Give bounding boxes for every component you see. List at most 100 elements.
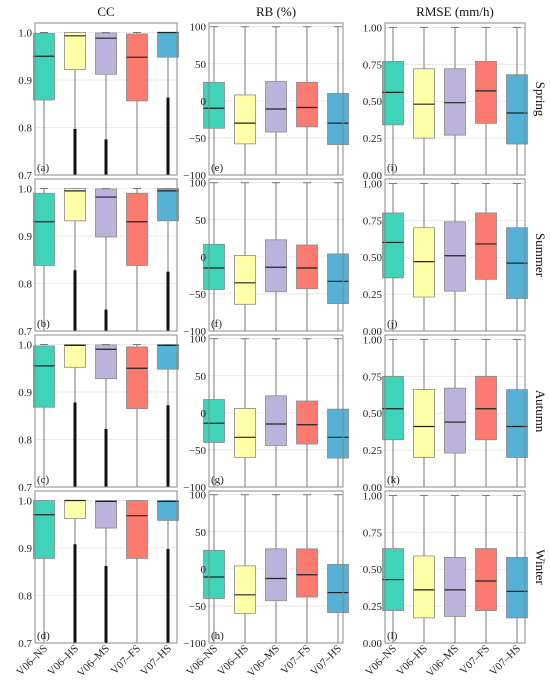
y-tick-label: 0.50: [363, 564, 383, 576]
panel-frame: [34, 334, 178, 488]
box-1: [203, 399, 225, 443]
panel-label: (k): [387, 474, 400, 486]
panel-e: [203, 22, 349, 176]
box-3: [265, 548, 287, 602]
box-3: [95, 344, 117, 380]
panel-i: [382, 22, 528, 176]
y-tick-label: 100: [190, 334, 207, 346]
panel-label: (b): [37, 318, 50, 330]
y-tick-label: 0.00: [363, 170, 383, 182]
panel-c: [33, 334, 179, 488]
column-title-3: RMSE (mm/h): [416, 4, 494, 19]
panel-label: (f): [211, 318, 222, 330]
box-4: [126, 33, 148, 102]
y-tick-label: 0.8: [18, 279, 32, 291]
box-5: [157, 344, 179, 370]
y-tick-label: 0.8: [18, 435, 32, 447]
box-4: [475, 60, 497, 124]
box-4: [296, 244, 318, 290]
panel-label: (l): [387, 630, 398, 642]
box-3: [444, 557, 466, 617]
row-label-autumn: Autumn: [533, 390, 548, 433]
box-5: [327, 564, 349, 614]
box-5: [506, 557, 528, 619]
row-label-winter: Winter: [533, 549, 548, 585]
row-label-spring: Spring: [533, 82, 548, 117]
panel-frame: [34, 178, 178, 332]
x-tick-label: V06–MS: [424, 643, 461, 680]
y-tick-label: 50: [195, 371, 207, 383]
box-3: [444, 68, 466, 136]
y-tick-label: 100: [190, 178, 207, 190]
box-3: [444, 387, 466, 454]
y-tick-label: 0.00: [363, 638, 383, 650]
panel-k: [382, 334, 528, 488]
y-tick-label: 0.50: [363, 96, 383, 108]
panel-frame: [384, 490, 526, 644]
x-tick-label: V07–FS: [458, 643, 492, 677]
y-tick-label: 0.9: [18, 543, 32, 555]
box-2: [64, 188, 86, 222]
x-tick-label: V07–HS: [487, 643, 523, 679]
y-tick-label: 1.0: [18, 28, 32, 40]
y-tick-label: 0.25: [363, 601, 383, 613]
y-tick-label: 0.25: [363, 289, 383, 301]
y-tick-label: 1.00: [363, 490, 383, 502]
row-label-summer: Summer: [533, 233, 548, 278]
panel-frame: [384, 22, 526, 176]
box-5: [157, 188, 179, 222]
y-tick-label: 0: [201, 408, 207, 420]
panel-frame: [384, 334, 526, 488]
y-tick-label: 0.75: [363, 527, 383, 539]
y-tick-label: 0.25: [363, 445, 383, 457]
y-tick-label: 50: [195, 59, 207, 71]
x-tick-label: V07–HS: [138, 643, 174, 679]
panel-label: (i): [387, 162, 398, 174]
box-2: [413, 389, 435, 458]
y-tick-label: 1.00: [363, 334, 383, 346]
panel-l: [382, 490, 528, 644]
y-tick-label: 0.9: [18, 75, 32, 87]
panel-d: [33, 490, 179, 644]
y-tick-label: 100: [190, 22, 207, 34]
y-tick-label: −100: [183, 482, 206, 494]
y-tick-label: 0.8: [18, 591, 32, 603]
box-1: [33, 345, 55, 408]
box-3: [265, 239, 287, 293]
x-tick-label: V07–FS: [279, 643, 313, 677]
x-tick-label: V06–MS: [75, 643, 112, 680]
y-tick-label: 0: [201, 252, 207, 264]
box-5: [327, 253, 349, 304]
box-5: [157, 500, 179, 521]
box-1: [382, 212, 404, 279]
y-tick-label: 0.8: [18, 123, 32, 135]
panel-h: [203, 490, 349, 644]
box-5: [157, 32, 179, 58]
box-5: [506, 389, 528, 458]
y-tick-label: 50: [195, 527, 207, 539]
box-5: [327, 93, 349, 146]
y-tick-label: 0.75: [363, 59, 383, 71]
y-tick-label: 0.9: [18, 387, 32, 399]
box-1: [382, 60, 404, 126]
box-3: [95, 188, 117, 238]
y-tick-label: 0.7: [18, 326, 32, 338]
box-1: [203, 81, 225, 129]
box-4: [475, 548, 497, 611]
box-4: [475, 212, 497, 280]
box-3: [265, 395, 287, 446]
box-1: [33, 33, 55, 101]
box-2: [64, 344, 86, 368]
y-tick-label: 0.50: [363, 252, 383, 264]
box-2: [234, 565, 256, 614]
panel-label: (c): [37, 474, 50, 486]
panel-g: [203, 334, 349, 488]
panel-label: (h): [211, 630, 224, 642]
panel-frame: [34, 22, 178, 176]
panel-f: [203, 178, 349, 332]
y-tick-label: 0.7: [18, 638, 32, 650]
panel-frame: [208, 334, 344, 488]
y-tick-label: 1.0: [18, 184, 32, 196]
y-tick-label: −50: [189, 289, 207, 301]
y-tick-label: −100: [183, 326, 206, 338]
